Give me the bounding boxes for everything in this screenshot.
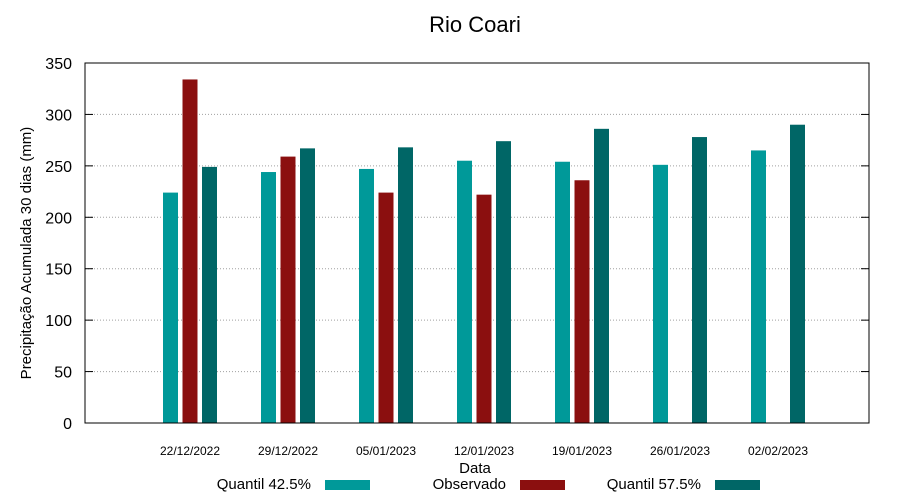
bar-quantil-57-5 bbox=[496, 141, 511, 423]
y-tick-label: 150 bbox=[45, 262, 72, 279]
legend-swatch bbox=[520, 480, 565, 490]
chart-title: Rio Coari bbox=[429, 12, 521, 37]
bar-quantil-57-5 bbox=[790, 124, 805, 423]
bar-quantil-42-5 bbox=[751, 150, 766, 423]
legend-label: Observado bbox=[433, 476, 506, 493]
bar-quantil-42-5 bbox=[457, 160, 472, 423]
y-tick-label: 250 bbox=[45, 159, 72, 176]
y-tick-label: 0 bbox=[63, 416, 72, 433]
y-tick-label: 200 bbox=[45, 210, 72, 227]
bar-observado bbox=[574, 180, 590, 423]
x-tick-label: 22/12/2022 bbox=[160, 444, 220, 458]
bar-observado bbox=[378, 192, 394, 423]
x-tick-label: 26/01/2023 bbox=[650, 444, 710, 458]
y-tick-label: 100 bbox=[45, 313, 72, 330]
x-axis-label: Data bbox=[459, 460, 491, 477]
legend-label: Quantil 57.5% bbox=[607, 476, 701, 493]
bar-quantil-57-5 bbox=[594, 128, 609, 424]
legend-label: Quantil 42.5% bbox=[217, 476, 311, 493]
bar-quantil-57-5 bbox=[692, 137, 707, 424]
y-tick-label: 350 bbox=[45, 56, 72, 73]
bar-quantil-42-5 bbox=[653, 164, 668, 424]
bar-quantil-42-5 bbox=[555, 161, 570, 423]
legend-swatch bbox=[715, 480, 760, 490]
x-tick-label: 29/12/2022 bbox=[258, 444, 318, 458]
bar-observado bbox=[182, 79, 198, 423]
bars bbox=[163, 79, 805, 424]
bar-quantil-42-5 bbox=[163, 192, 178, 423]
x-tick-label: 12/01/2023 bbox=[454, 444, 514, 458]
x-tick-label: 05/01/2023 bbox=[356, 444, 416, 458]
y-tick-label: 50 bbox=[54, 365, 72, 382]
bar-quantil-57-5 bbox=[202, 166, 217, 423]
y-axis-ticks: 0 50 100 150 200 250 300 350 bbox=[45, 56, 869, 433]
legend: Quantil 42.5% Observado Quantil 57.5% bbox=[217, 476, 760, 493]
x-axis-ticks: 22/12/2022 29/12/2022 05/01/2023 12/01/2023… bbox=[160, 444, 808, 458]
y-tick-label: 300 bbox=[45, 107, 72, 124]
y-axis-label: Precipitação Acumulada 30 dias (mm) bbox=[18, 127, 35, 380]
plot-frame bbox=[84, 62, 870, 424]
bar-quantil-57-5 bbox=[300, 148, 315, 423]
bar-observado bbox=[280, 156, 296, 423]
bar-observado bbox=[476, 194, 492, 423]
bar-quantil-42-5 bbox=[359, 168, 374, 423]
x-tick-label: 02/02/2023 bbox=[748, 444, 808, 458]
bar-quantil-57-5 bbox=[398, 147, 413, 424]
legend-swatch bbox=[325, 480, 370, 490]
bar-quantil-42-5 bbox=[261, 172, 276, 423]
x-tick-label: 19/01/2023 bbox=[552, 444, 612, 458]
